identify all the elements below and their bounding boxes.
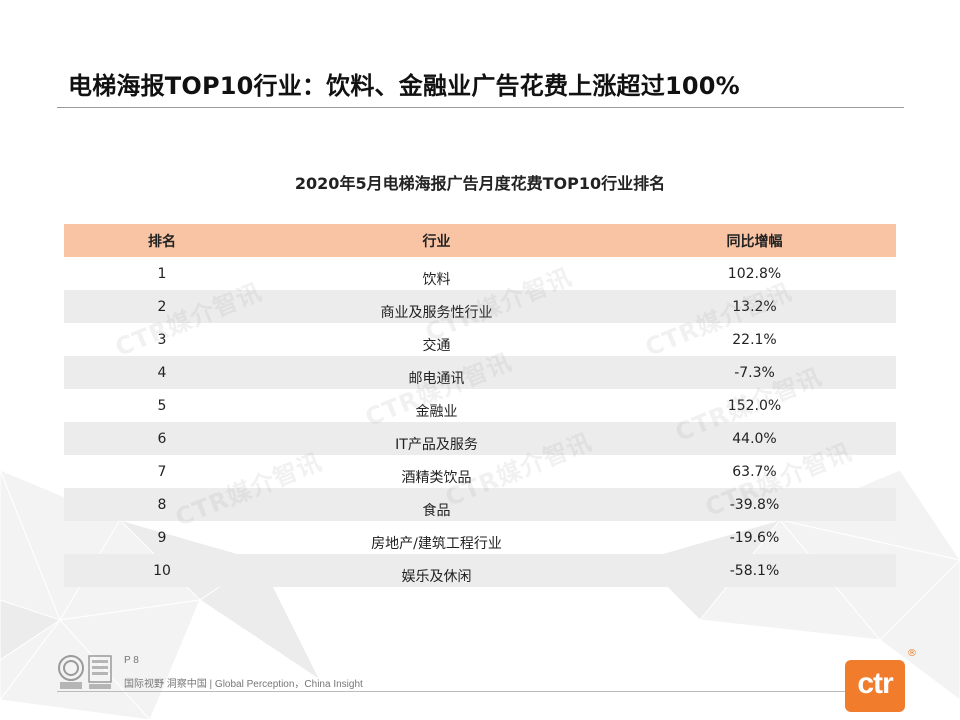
cell-industry: 房地产/建筑工程行业 [260, 521, 613, 554]
table-row: 10 娱乐及休闲 -58.1% [64, 554, 896, 587]
cell-rank: 4 [64, 356, 260, 389]
cell-yoy: 22.1% [732, 331, 777, 348]
cell-yoy: 152.0% [727, 397, 782, 414]
table-row: 6 IT产品及服务 44.0% [64, 422, 896, 455]
industry-label: 酒精类饮品 [401, 469, 472, 486]
table-row: 7 酒精类饮品 63.7% [64, 455, 896, 488]
certification-badges [58, 655, 112, 689]
table-row: 5 金融业 152.0% [64, 389, 896, 422]
cell-rank: 3 [157, 331, 167, 348]
industry-label: 食品 [422, 502, 451, 519]
table-title: 2020年5月电梯海报广告月度花费TOP10行业排名 [294, 174, 666, 193]
industry-label: 商业及服务性行业 [380, 304, 493, 321]
cell-industry: 交通 [260, 323, 613, 356]
cell-industry: 娱乐及休闲 [260, 554, 613, 587]
table-header-row: 排名 行业 同比增幅 [64, 224, 896, 257]
industry-label: 邮电通讯 [408, 370, 465, 387]
cell-rank: 6 [64, 422, 260, 455]
industry-label: 饮料 [422, 271, 451, 288]
table-row: 2 商业及服务性行业 13.2% [64, 290, 896, 323]
footer-slogan: 国际视野 洞察中国 | Global Perception，China Insi… [124, 679, 363, 690]
header-rank: 排名 [64, 224, 260, 257]
cell-yoy: -19.6% [729, 529, 780, 546]
industry-label: IT产品及服务 [395, 436, 478, 453]
cell-industry: 饮料 [260, 257, 613, 290]
cell-rank: 9 [157, 529, 167, 546]
cell-yoy: 13.2% [613, 290, 896, 323]
cell-yoy: -39.8% [613, 488, 896, 521]
cell-industry: 商业及服务性行业 [260, 290, 613, 323]
cell-yoy: -58.1% [613, 554, 896, 587]
cell-yoy: -7.3% [613, 356, 896, 389]
sgs-badge-icon [88, 655, 112, 689]
cell-rank: 7 [157, 463, 167, 480]
header-yoy: 同比增幅 [613, 224, 896, 257]
industry-label: 交通 [422, 337, 451, 354]
cell-industry: 酒精类饮品 [260, 455, 613, 488]
cell-yoy: 102.8% [727, 265, 782, 282]
industry-label: 金融业 [415, 403, 458, 420]
logo-text: ctr [857, 667, 893, 700]
title-divider [57, 107, 904, 108]
ctr-logo: ctr [845, 660, 905, 712]
table-row: 4 邮电通讯 -7.3% [64, 356, 896, 389]
industry-label: 娱乐及休闲 [401, 568, 472, 585]
cell-industry: 食品 [260, 488, 613, 521]
certification-seal-icon [58, 655, 84, 689]
cell-yoy: 44.0% [613, 422, 896, 455]
cell-rank: 5 [157, 397, 167, 414]
industry-label: 房地产/建筑工程行业 [371, 535, 502, 552]
ranking-table: 排名 行业 同比增幅 1 饮料 102.8% 2 商业及服务性行业 13.2% … [64, 224, 896, 587]
footer-divider [57, 691, 847, 692]
table-row: 1 饮料 102.8% [64, 257, 896, 290]
table-row: 8 食品 -39.8% [64, 488, 896, 521]
registered-mark: ® [907, 648, 917, 659]
cell-industry: 邮电通讯 [260, 356, 613, 389]
table-row: 3 交通 22.1% [64, 323, 896, 356]
cell-yoy: 63.7% [732, 463, 777, 480]
cell-industry: IT产品及服务 [260, 422, 613, 455]
slide-title: 电梯海报TOP10行业：饮料、金融业广告花费上涨超过100% [68, 72, 740, 100]
table-row: 9 房地产/建筑工程行业 -19.6% [64, 521, 896, 554]
cell-industry: 金融业 [260, 389, 613, 422]
page-number: P 8 [124, 655, 139, 666]
cell-rank: 8 [64, 488, 260, 521]
cell-rank: 2 [64, 290, 260, 323]
cell-rank: 10 [64, 554, 260, 587]
cell-rank: 1 [157, 265, 167, 282]
header-industry: 行业 [260, 224, 613, 257]
